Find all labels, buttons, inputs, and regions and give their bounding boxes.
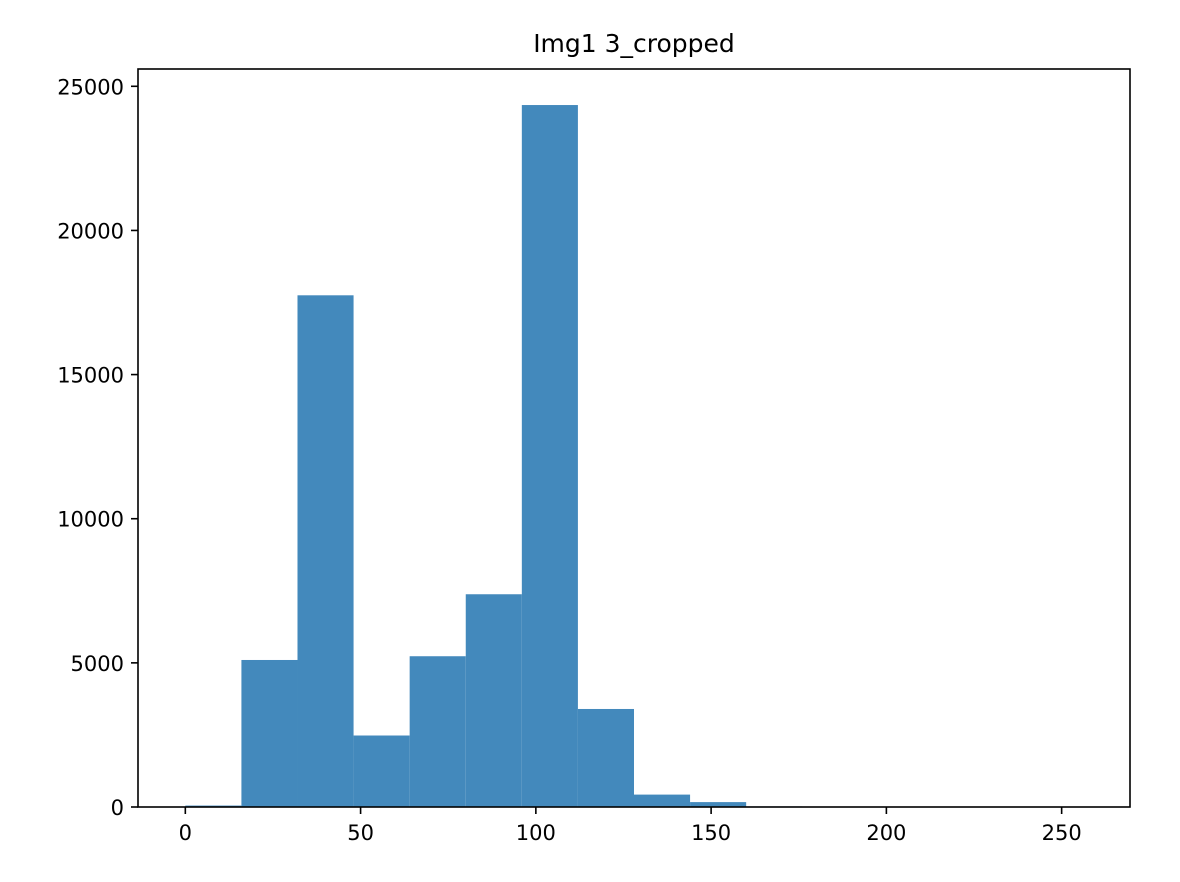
y-axis-ticks: 0 5000 10000 15000 20000 25000: [57, 75, 138, 820]
x-tick-label: 0: [179, 821, 192, 845]
y-tick-label: 15000: [57, 364, 124, 388]
histogram-bar: [297, 295, 354, 807]
histogram-bar: [521, 105, 578, 808]
x-tick-label: 200: [866, 821, 906, 845]
y-tick-label: 0: [111, 796, 124, 820]
histogram-bar: [690, 802, 747, 807]
histogram-bar: [241, 659, 298, 807]
y-tick-label: 10000: [57, 508, 124, 532]
x-axis-ticks: 0 50 100 150 200 250: [179, 807, 1082, 845]
histogram-bar: [634, 794, 691, 807]
plot-frame: [137, 68, 1131, 808]
histogram-bar: [409, 656, 466, 807]
chart-title: Img1 3_cropped: [533, 29, 735, 58]
x-tick-label: 250: [1042, 821, 1082, 845]
x-tick-label: 100: [516, 821, 556, 845]
x-tick-label: 50: [347, 821, 374, 845]
y-tick-label: 5000: [71, 652, 124, 676]
y-tick-label: 20000: [57, 219, 124, 243]
y-tick-label: 25000: [57, 75, 124, 99]
histogram-bar: [353, 735, 410, 807]
x-tick-label: 150: [691, 821, 731, 845]
histogram-bar: [465, 594, 522, 807]
bars-layer: [185, 105, 803, 808]
histogram-bar: [577, 708, 634, 807]
